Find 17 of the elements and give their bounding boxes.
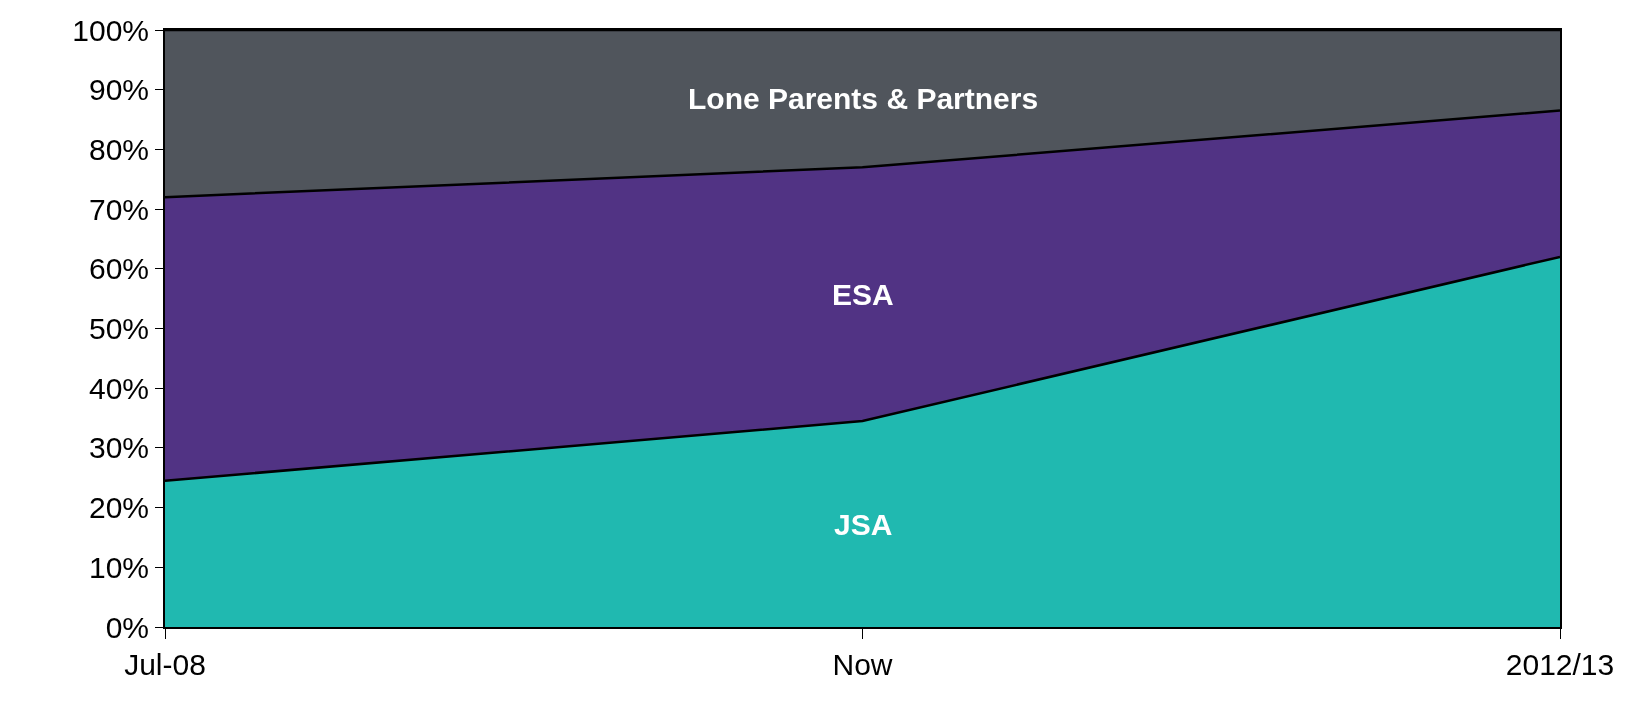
y-tick-label: 80% [88,132,149,166]
y-tick-label: 60% [88,252,149,286]
y-tick-label: 40% [88,371,149,405]
y-tick-label: 10% [88,550,149,584]
series-label: Lone Parents & Partners [688,82,1039,115]
x-tick-label: Now [832,648,893,681]
y-tick-label: 20% [88,491,149,525]
y-tick-label: 50% [88,312,149,345]
x-tick-label: 2012/13 [1505,648,1615,681]
y-tick-label: 90% [88,73,149,107]
y-tick-label: 30% [88,431,149,465]
y-tick-label: 0% [105,610,149,644]
y-tick-label: 70% [88,192,149,226]
x-tick-label: Jul-08 [124,648,206,681]
series-label: ESA [832,278,894,311]
series-label: JSA [834,508,893,541]
y-tick-label: 100% [72,13,149,47]
